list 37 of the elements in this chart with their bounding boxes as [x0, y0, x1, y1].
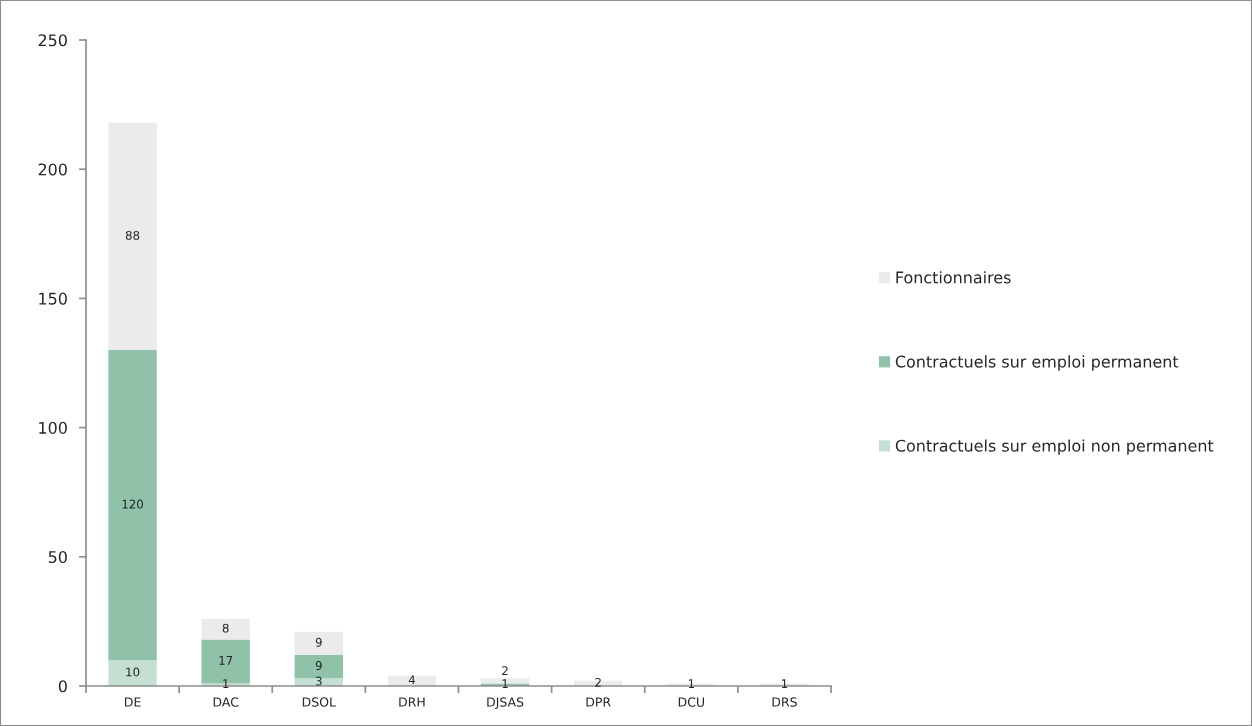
data-label: 8 [222, 623, 229, 633]
data-label: 9 [315, 637, 322, 647]
x-tick-label: DCU [678, 697, 704, 707]
legend-label: Contractuels sur emploi non permanent [895, 439, 1214, 455]
data-label: 1 [688, 679, 694, 688]
data-label: 3 [315, 676, 322, 686]
x-tick-label: DJSAS [487, 697, 524, 710]
bar [108, 660, 157, 686]
x-tick-label: DPR [586, 697, 611, 707]
data-label: 88 [125, 230, 140, 240]
data-label: 17 [219, 656, 233, 665]
data-label: 2 [595, 677, 601, 687]
x-tick-label: DRS [772, 697, 797, 707]
data-label: 4 [408, 675, 416, 685]
y-tick-label: 250 [38, 34, 67, 47]
bar [108, 350, 157, 661]
bar [294, 631, 344, 655]
x-tick-label: DE [125, 697, 141, 707]
y-tick-label: 100 [39, 421, 67, 434]
y-tick-label: 0 [58, 680, 67, 693]
data-label: 10 [126, 667, 140, 677]
data-label: 1 [781, 679, 788, 688]
x-tick-label: DRH [399, 697, 425, 707]
bar [201, 618, 250, 640]
data-label: 1 [502, 679, 508, 688]
data-label: 2 [502, 666, 508, 675]
x-tick-label: DSOL [302, 697, 336, 707]
data-label: 1 [223, 679, 229, 688]
data-label: 120 [122, 499, 144, 509]
legend-label: Fonctionnaires [896, 271, 1011, 284]
y-tick-label: 200 [38, 163, 67, 176]
data-label: 9 [315, 661, 322, 671]
legend-label: Contractuels sur emploi permanent [895, 355, 1179, 371]
y-tick-label: 50 [48, 551, 67, 564]
x-tick-label: DAC [213, 697, 239, 707]
bar [108, 122, 157, 351]
y-tick-label: 150 [39, 292, 67, 305]
